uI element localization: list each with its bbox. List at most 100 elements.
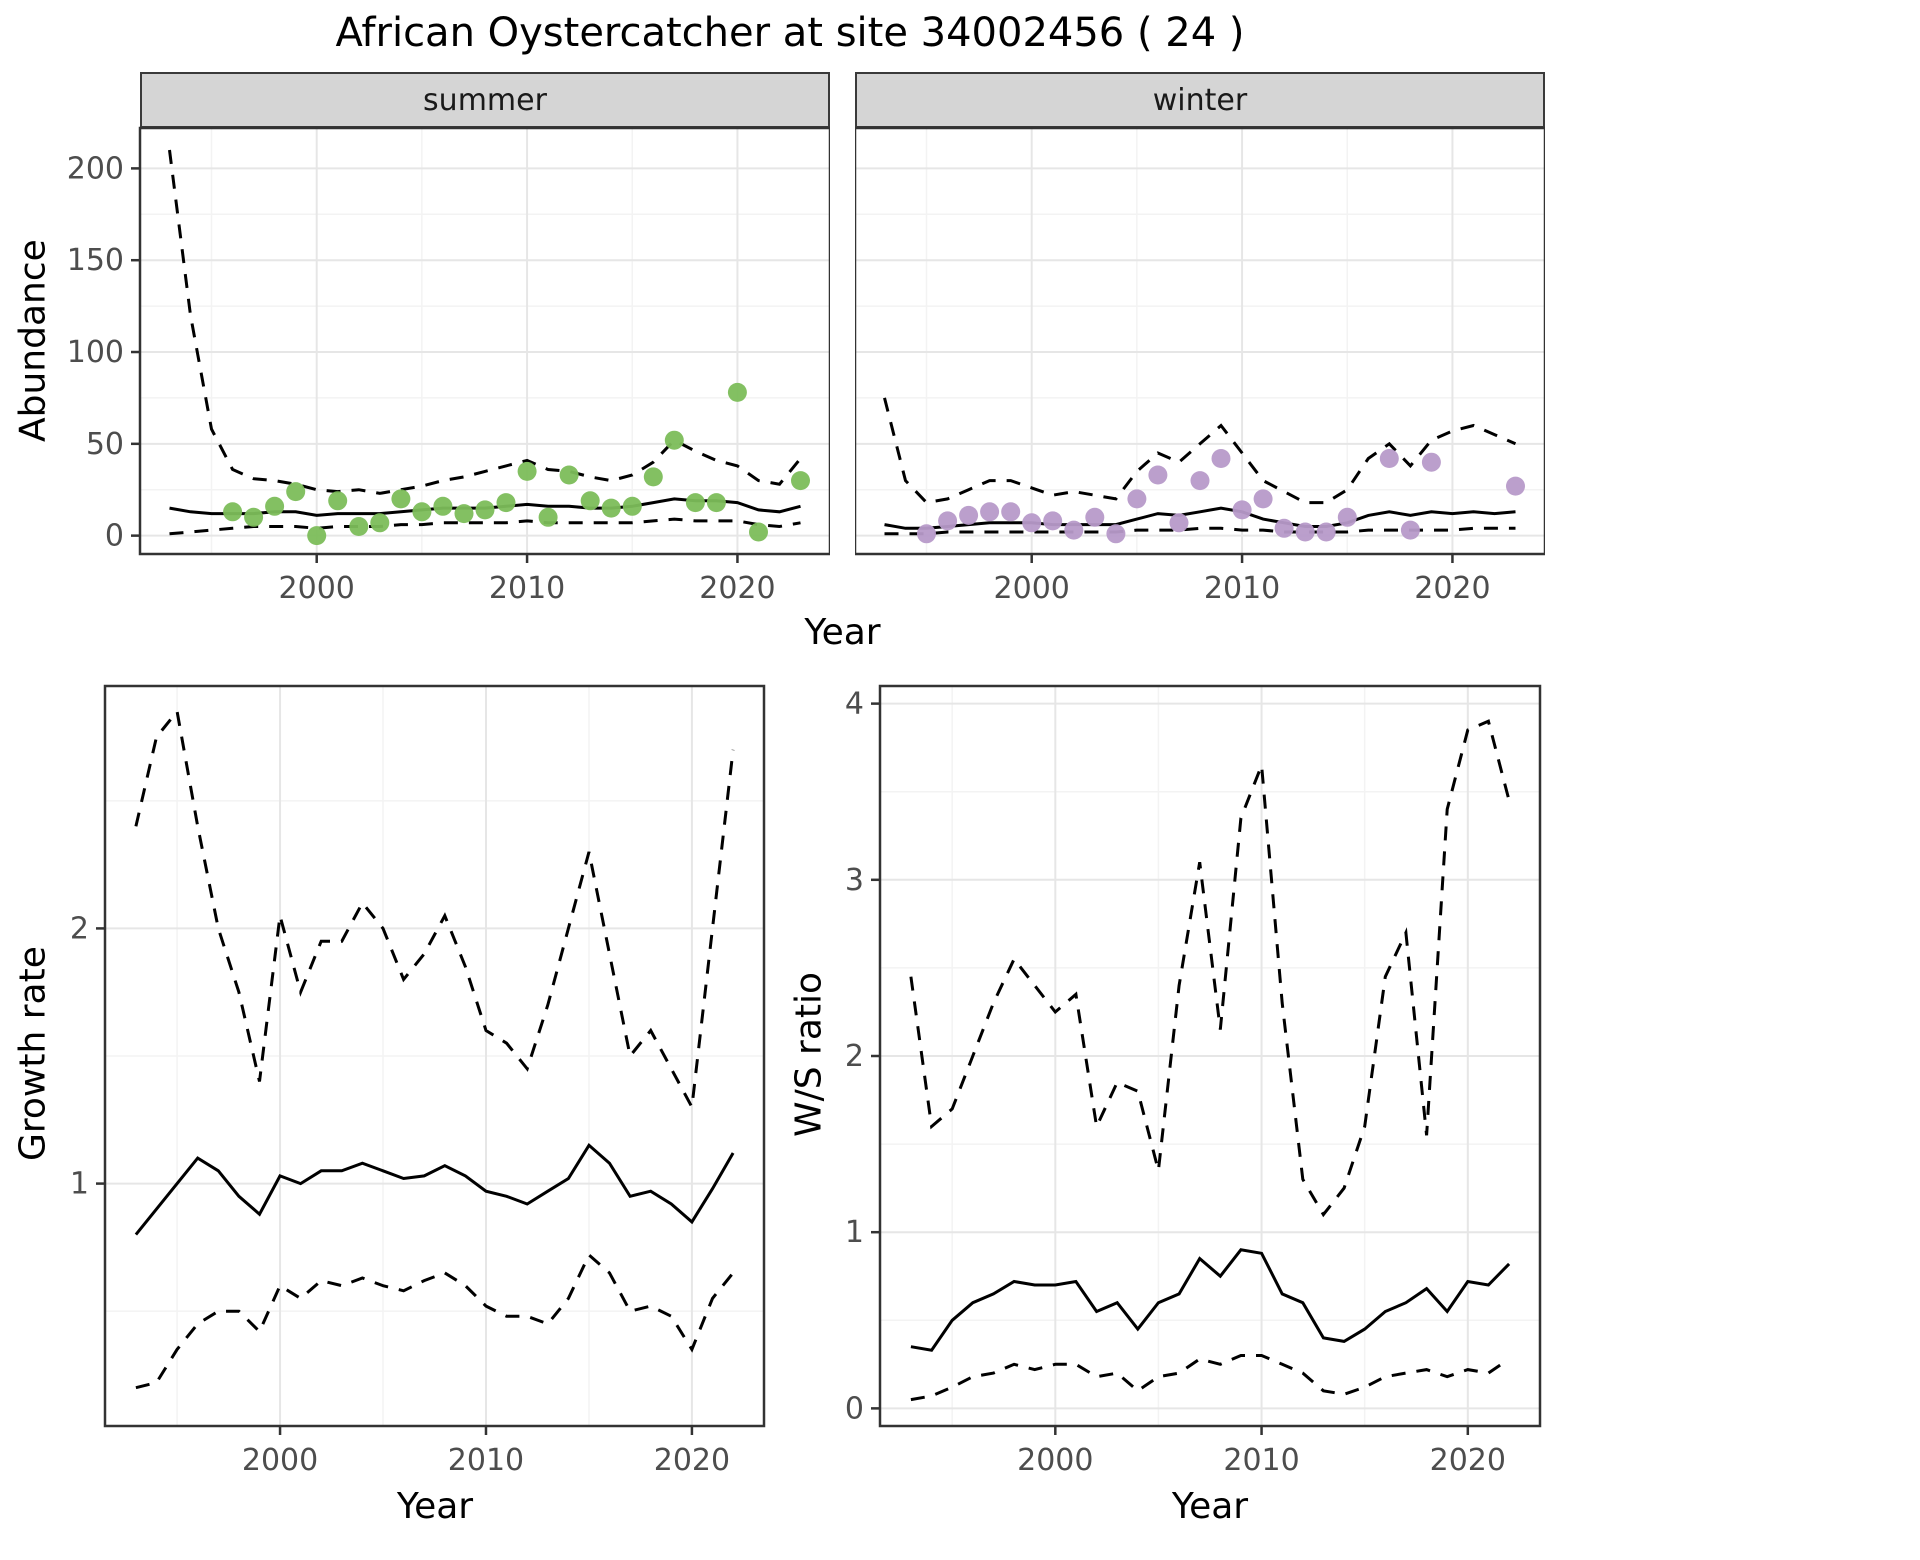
model-fit-line	[134, 1143, 735, 1236]
gridlines	[140, 128, 830, 554]
x-tick-label: 2010	[489, 571, 565, 606]
panel-border	[855, 126, 1545, 556]
data-point	[475, 500, 495, 520]
data-point	[454, 504, 474, 524]
y-tick-label: 1	[70, 1167, 89, 1202]
facet-strip-summer: summer	[140, 72, 830, 128]
data-point	[412, 502, 432, 522]
data-point	[244, 507, 264, 527]
abundance-summer-plot: 2000 2010 2020 0 50 100 150 200	[67, 126, 830, 606]
data-point	[980, 502, 1000, 522]
data-point	[1253, 489, 1273, 509]
data-point	[265, 496, 285, 516]
ws-ratio-plot: 2000 2010 2020 0 1 2 3 4	[845, 684, 1542, 1478]
abundance-winter-plot: 2000 2010 2020	[855, 126, 1545, 606]
winter-observations	[917, 449, 1525, 544]
x-tick-label: 2010	[1223, 1443, 1299, 1478]
y-tick-label: 50	[86, 427, 124, 462]
data-point	[1316, 522, 1336, 542]
axis-ticks: 2000 2010 2020	[994, 554, 1491, 606]
data-point	[622, 496, 642, 516]
y-tick-label: 2	[845, 1039, 864, 1074]
gridlines	[880, 686, 1540, 1426]
series-group	[883, 397, 1525, 544]
upper-95ci-line	[883, 397, 1517, 505]
data-point	[433, 496, 453, 516]
data-point	[1274, 518, 1294, 538]
panel-border	[103, 684, 766, 1428]
x-tick-label: 2010	[448, 1443, 524, 1478]
model-fit-line	[884, 506, 1516, 530]
data-point	[580, 491, 600, 511]
y-tick-label: 1	[845, 1215, 864, 1250]
x-tick-label: 2000	[994, 571, 1070, 606]
data-point	[1169, 513, 1189, 533]
y-tick-label: 150	[67, 243, 124, 278]
data-point	[938, 511, 958, 531]
y-tick-label: 200	[67, 151, 124, 186]
data-point	[286, 482, 306, 502]
axis-ticks: 2000 2010 2020 0 1 2 3 4	[845, 687, 1506, 1478]
x-tick-label: 2000	[242, 1443, 318, 1478]
data-point	[917, 524, 936, 544]
panel-background	[140, 128, 830, 554]
data-point	[517, 461, 537, 481]
upper-95ci-line	[168, 149, 802, 495]
y-tick-label: 0	[845, 1391, 864, 1426]
data-point	[685, 493, 705, 513]
data-point	[307, 526, 327, 546]
series-group	[134, 708, 735, 1390]
data-point	[1106, 524, 1126, 544]
data-point	[601, 498, 621, 518]
x-tick-label: 2020	[699, 571, 775, 606]
abundance-x-axis-label: Year	[804, 612, 881, 653]
data-point	[1400, 520, 1420, 540]
data-point	[1506, 476, 1525, 496]
data-point	[1211, 449, 1231, 468]
data-point	[1022, 513, 1042, 533]
data-point	[1190, 471, 1210, 491]
data-point	[664, 430, 684, 450]
data-point	[538, 507, 558, 527]
axis-ticks: 2000 2010 2020 1 2	[70, 911, 730, 1478]
y-tick-label: 3	[845, 863, 864, 898]
growth-x-axis-label: Year	[396, 1486, 474, 1527]
data-point	[223, 502, 243, 522]
data-point	[370, 513, 390, 533]
upper-95ci-line	[909, 719, 1511, 1218]
x-tick-label: 2000	[1017, 1443, 1093, 1478]
summer-observations	[223, 382, 810, 546]
data-point	[1064, 520, 1084, 540]
model-fit-line	[910, 1248, 1511, 1352]
series-group	[909, 719, 1511, 1402]
series-group	[168, 149, 810, 546]
abundance-y-axis-label: Abundance	[12, 239, 54, 443]
x-tick-label: 2020	[1430, 1443, 1506, 1478]
data-point	[496, 493, 516, 513]
facet-strip-winter: winter	[855, 72, 1545, 128]
data-point	[1421, 452, 1441, 472]
lower-95ci-line	[910, 1354, 1510, 1402]
data-point	[749, 522, 768, 542]
gridlines	[105, 686, 764, 1426]
data-point	[328, 491, 348, 511]
data-point	[1337, 507, 1357, 527]
panel-border	[138, 126, 830, 556]
data-point	[1148, 465, 1168, 485]
x-tick-label: 2020	[654, 1443, 730, 1478]
x-tick-label: 2020	[1414, 571, 1490, 606]
data-point	[727, 382, 747, 402]
data-point	[1043, 511, 1063, 531]
upper-95ci-line	[134, 708, 735, 1112]
data-point	[1085, 507, 1105, 527]
lower-95ci-line	[135, 1252, 735, 1390]
data-point	[559, 465, 579, 485]
data-point	[706, 493, 726, 513]
y-tick-label: 100	[67, 335, 124, 370]
data-point	[1127, 489, 1147, 509]
data-point	[1232, 500, 1252, 520]
data-point	[349, 517, 369, 536]
data-point	[1295, 522, 1315, 542]
data-point	[791, 471, 810, 491]
